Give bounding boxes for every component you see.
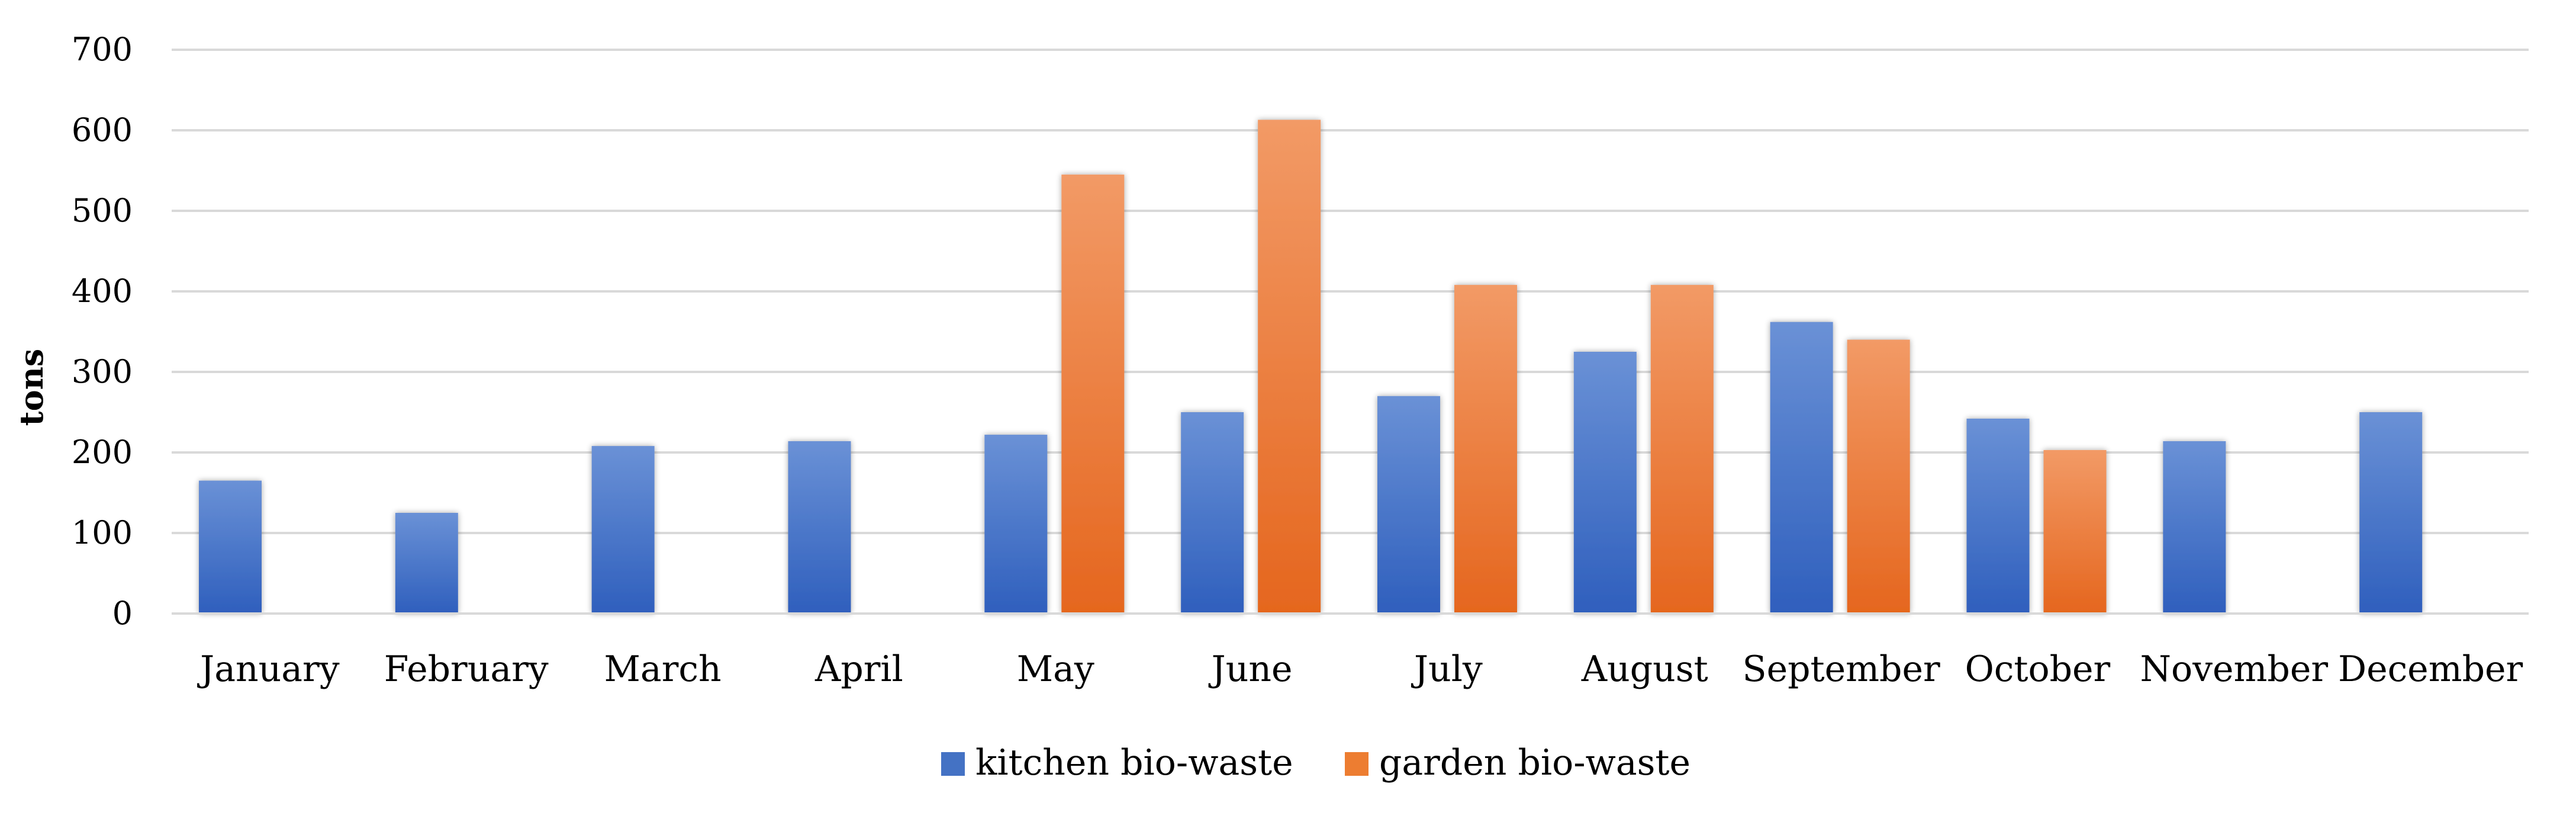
x-tick-label: December <box>2338 648 2523 690</box>
legend-label-kitchen: kitchen bio-waste <box>975 742 1293 784</box>
x-tick-label: January <box>197 648 340 690</box>
legend-label-garden: garden bio-waste <box>1379 742 1690 784</box>
gridlines <box>172 49 2529 534</box>
bar-kitchen-august <box>1573 352 1637 614</box>
bar-garden-september <box>1847 339 1910 614</box>
y-tick-label: 500 <box>72 192 133 229</box>
bar-kitchen-october <box>1966 418 2030 614</box>
bar-garden-august <box>1650 285 1714 614</box>
bar-kitchen-february <box>395 513 458 614</box>
x-tick-label: August <box>1581 648 1708 690</box>
x-tick-label: February <box>384 648 549 690</box>
y-tick-label: 200 <box>72 434 133 471</box>
bar-garden-july <box>1454 285 1517 614</box>
bar-kitchen-may <box>984 435 1048 614</box>
bar-kitchen-september <box>1770 322 1833 614</box>
y-tick-label: 600 <box>72 111 133 149</box>
bar-kitchen-june <box>1181 412 1244 614</box>
bars <box>199 120 2423 614</box>
bar-garden-may <box>1061 174 1125 614</box>
bar-kitchen-december <box>2359 412 2423 614</box>
bar-kitchen-april <box>788 441 851 614</box>
bar-kitchen-july <box>1377 396 1440 614</box>
y-tick-label: 400 <box>72 272 133 310</box>
x-tick-label: September <box>1743 648 1940 690</box>
x-tick-label: October <box>1965 648 2111 690</box>
bar-kitchen-march <box>591 446 655 614</box>
axes: 0 100 200 300 400 500 600 700 January February Mar… <box>72 31 2529 690</box>
legend: kitchen bio-waste garden bio-waste <box>941 742 1690 784</box>
x-tick-label: June <box>1208 648 1293 690</box>
x-tick-label: April <box>814 648 903 690</box>
bar-kitchen-november <box>2163 441 2226 614</box>
y-tick-label: 300 <box>72 353 133 390</box>
y-axis-title: tons <box>12 349 50 426</box>
bar-garden-june <box>1258 120 1321 614</box>
legend-swatch-garden <box>1345 752 1368 776</box>
x-tick-label: March <box>604 648 722 690</box>
x-tick-label: May <box>1017 648 1094 690</box>
x-tick-label: November <box>2140 648 2328 690</box>
legend-swatch-kitchen <box>941 752 965 776</box>
y-tick-label: 0 <box>112 595 133 632</box>
bar-kitchen-january <box>199 480 262 614</box>
bar-garden-october <box>2043 449 2107 614</box>
y-tick-label: 100 <box>72 514 133 551</box>
x-tick-label: July <box>1411 648 1483 690</box>
y-tick-label: 700 <box>72 31 133 68</box>
